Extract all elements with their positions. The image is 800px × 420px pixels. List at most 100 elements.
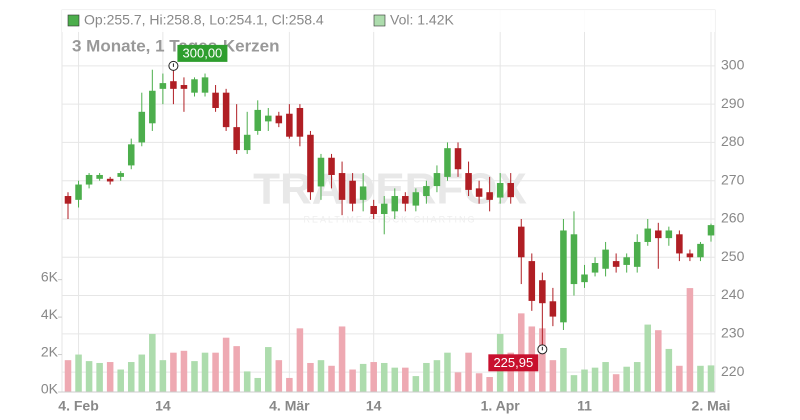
volume-bar: [402, 367, 409, 392]
candle-body: [412, 192, 420, 206]
volume-bar: [243, 371, 251, 392]
volume-bar: [602, 362, 609, 392]
volume-bar: [697, 365, 704, 392]
volume-bar: [96, 362, 103, 392]
candle-body: [243, 134, 251, 151]
candle-body: [338, 173, 346, 200]
volume-bar: [391, 367, 399, 392]
watermark: TRADERFOX: [253, 165, 527, 214]
volume-bar: [138, 354, 146, 392]
candle-body: [138, 111, 146, 143]
y-tick-label: 260: [721, 210, 745, 226]
x-tick-label: 11: [577, 398, 592, 414]
volume-bar: [517, 313, 525, 392]
candle-body: [517, 226, 525, 258]
volume-bar: [507, 352, 514, 392]
volume-bar: [307, 362, 314, 392]
volume-bar: [549, 360, 557, 392]
x-tick-label: 2. Mai: [692, 398, 731, 414]
candle-body: [570, 234, 578, 285]
volume-bar: [286, 377, 293, 392]
volume-bar: [275, 360, 283, 392]
candle-body: [75, 184, 82, 200]
volume-bar: [412, 376, 420, 392]
volume-bar: [380, 362, 388, 392]
candle-body: [507, 183, 514, 198]
candle-body: [265, 115, 272, 122]
volume-bar: [127, 362, 135, 392]
candle-body: [149, 90, 156, 124]
volume-bar: [623, 366, 630, 392]
candle-body: [159, 83, 167, 89]
candle-body: [486, 192, 493, 200]
volume-bar: [328, 365, 335, 392]
candle-body: [317, 157, 325, 187]
watermark-sub: REALTIME STOCK CHARTING: [303, 214, 476, 224]
candle-body: [465, 173, 472, 190]
candle-body: [697, 243, 704, 258]
volume-bar: [665, 348, 673, 392]
volume-bar: [191, 361, 198, 392]
candle-body: [391, 196, 399, 212]
volume-bar: [349, 369, 356, 392]
volume-bar: [117, 369, 124, 392]
volume-bar: [581, 369, 588, 392]
x-tick-label: 14: [366, 398, 382, 414]
volume-bar: [85, 361, 93, 392]
candle-body: [296, 107, 304, 137]
candle-body: [423, 186, 430, 197]
candle-body: [380, 203, 388, 215]
candle-body: [307, 134, 314, 193]
y2-tick-label: 6K: [41, 268, 59, 284]
candle-body: [686, 253, 694, 258]
candle-body: [127, 144, 135, 166]
candle-body: [212, 92, 219, 108]
candle-body: [676, 234, 683, 254]
volume-bar: [370, 362, 377, 392]
candle-body: [539, 280, 546, 304]
y-tick-label: 270: [721, 171, 745, 187]
volume-bar: [180, 350, 188, 392]
volume-bar: [265, 347, 272, 392]
y2-tick-label: 0K: [41, 381, 59, 397]
candle-body: [370, 205, 377, 215]
x-tick-label: 4. Mär: [269, 398, 310, 414]
candle-body: [254, 109, 262, 131]
candle-body: [665, 230, 673, 239]
candle-body: [591, 263, 599, 273]
volume-bar: [444, 352, 451, 392]
volume-bar: [159, 360, 167, 392]
candle-body: [612, 261, 620, 267]
candle-body: [191, 79, 198, 93]
candle-body: [96, 174, 103, 179]
candle-body: [170, 81, 177, 89]
volume-bar: [317, 360, 325, 392]
annotation-label: 225,95: [493, 355, 533, 370]
legend-swatch: [373, 14, 386, 27]
y-tick-label: 300: [721, 57, 745, 73]
volume-bar: [359, 363, 367, 392]
volume-bar: [644, 324, 652, 392]
plot-area: [61, 9, 716, 393]
candle-body: [454, 148, 462, 170]
y-tick-label: 240: [721, 286, 745, 302]
volume-bar: [486, 377, 493, 392]
volume-bar: [296, 328, 304, 392]
y-tick-label: 220: [721, 363, 745, 379]
volume-bar: [106, 362, 114, 392]
volume-bar: [475, 373, 483, 392]
subtitle: 3 Monate, 1 Tages-Kerzen: [72, 36, 280, 55]
candle-body: [275, 115, 283, 124]
volume-bar: [254, 377, 262, 392]
candle-body: [655, 230, 662, 239]
candle-body: [402, 196, 409, 204]
volume-bar: [212, 352, 219, 392]
y2-tick-label: 4K: [41, 306, 59, 322]
candle-body: [359, 186, 367, 200]
candle-body: [286, 113, 293, 137]
candle-body: [433, 173, 441, 187]
candle-body: [496, 183, 504, 198]
annotation-label: 300,00: [183, 45, 223, 60]
volume-bar: [149, 333, 156, 392]
volume-bar: [686, 288, 694, 392]
